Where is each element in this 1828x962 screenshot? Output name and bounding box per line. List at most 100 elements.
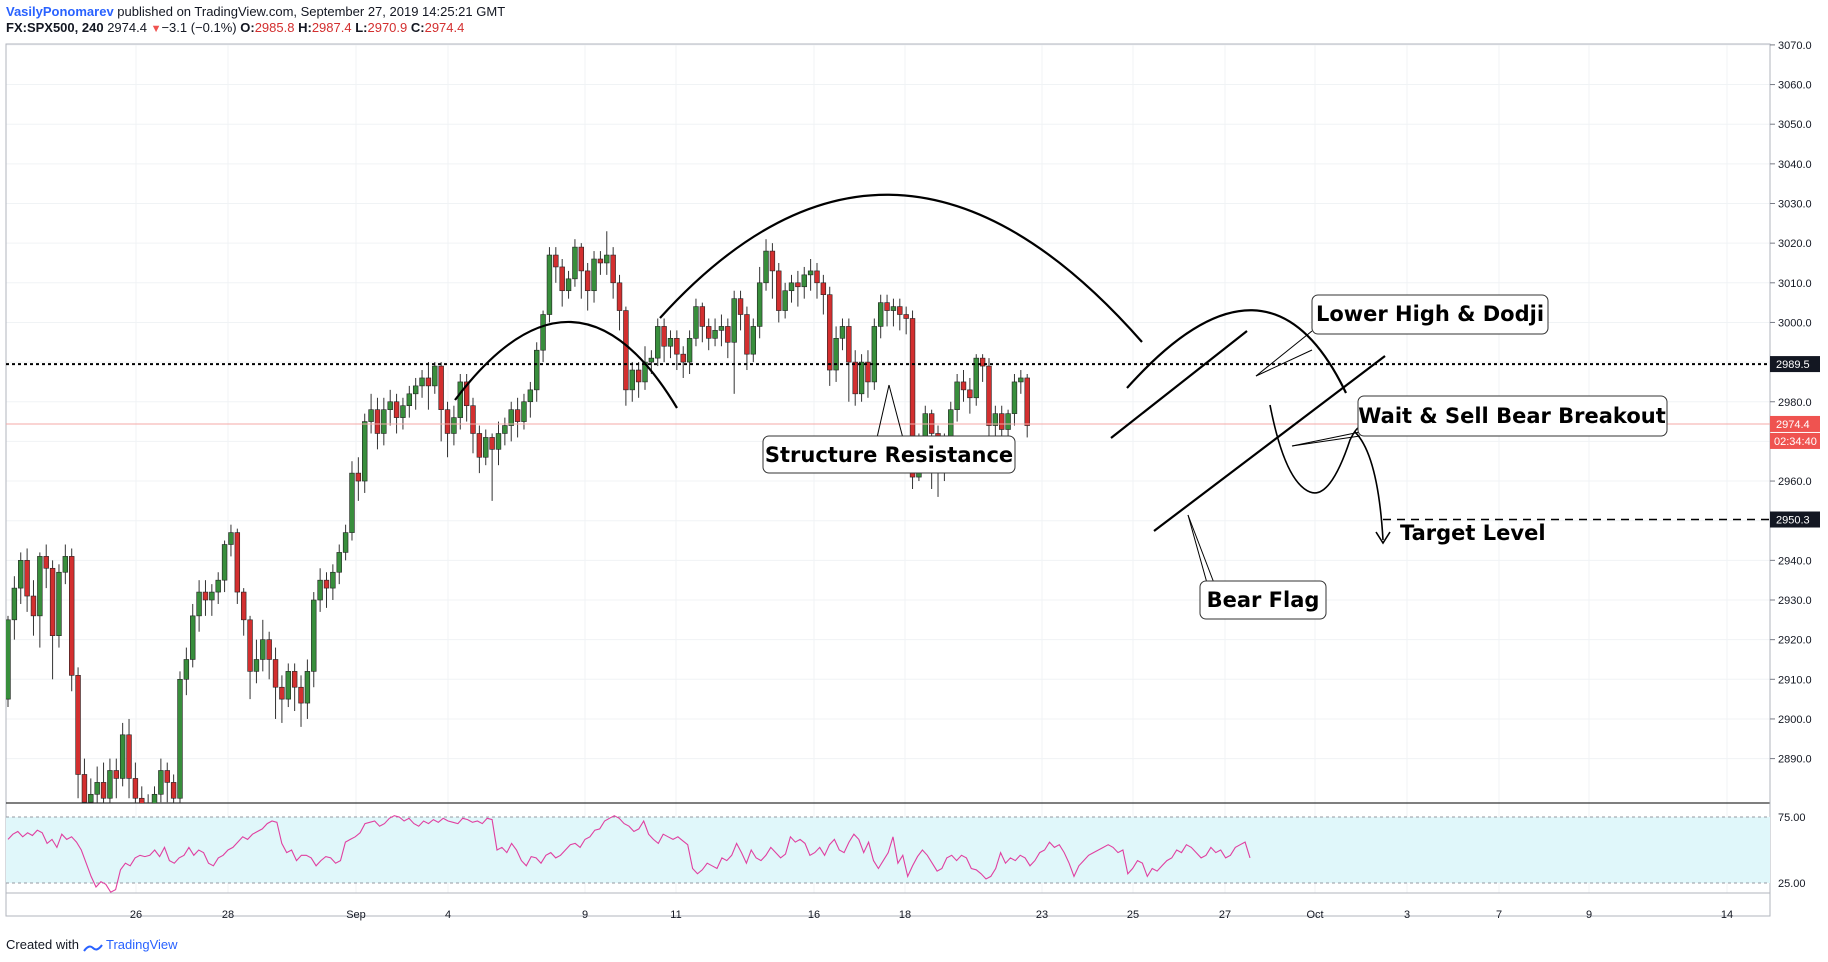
- candle-body: [81, 774, 88, 803]
- candle-body: [776, 270, 782, 311]
- price-tick-label: 2900.0: [1778, 714, 1812, 726]
- candle: [655, 318, 661, 367]
- rsi-band: [6, 817, 1770, 883]
- candle: [610, 247, 616, 299]
- candle-body: [342, 532, 349, 553]
- low-label: L:: [355, 20, 368, 35]
- candle-body: [94, 782, 100, 795]
- candle: [705, 318, 712, 351]
- candle: [737, 290, 744, 331]
- candle-body: [247, 619, 253, 672]
- candle: [43, 544, 49, 589]
- candle-body: [234, 532, 241, 593]
- candle: [584, 262, 591, 311]
- candle: [30, 580, 37, 636]
- candle-body: [578, 246, 585, 272]
- candle: [540, 310, 546, 363]
- candle-body: [807, 270, 814, 276]
- candle-body: [858, 361, 865, 395]
- structure-resistance-tag: [1770, 356, 1820, 373]
- candle: [553, 247, 559, 283]
- candle-body: [559, 266, 565, 292]
- candle: [400, 397, 406, 430]
- tradingview-link[interactable]: TradingView: [106, 937, 178, 952]
- candle-body: [502, 425, 508, 434]
- candle-body: [56, 571, 62, 636]
- candle-body: [705, 326, 712, 339]
- dodji-pointer-top: [1255, 330, 1313, 377]
- price-tick-label: 3030.0: [1778, 199, 1812, 211]
- candle: [470, 397, 476, 454]
- candle: [546, 247, 553, 323]
- price-tick-label: 2910.0: [1778, 674, 1812, 686]
- candle: [94, 766, 100, 803]
- candle: [234, 528, 241, 604]
- candle: [750, 318, 756, 363]
- candle-body: [635, 369, 642, 383]
- author-link[interactable]: VasilyPonomarev: [6, 4, 114, 19]
- candle: [897, 298, 903, 331]
- candle: [387, 389, 393, 426]
- candle: [495, 421, 502, 466]
- time-tick-label: 9: [1586, 909, 1592, 921]
- candle: [782, 282, 788, 319]
- candle: [444, 401, 451, 458]
- candle-body: [610, 254, 616, 284]
- candle: [623, 306, 629, 406]
- price-tick-label: 2930.0: [1778, 595, 1812, 607]
- time-tick-label: Sep: [346, 909, 366, 921]
- candle: [100, 762, 107, 803]
- candle: [559, 259, 565, 307]
- candle: [661, 318, 667, 363]
- candle: [960, 370, 967, 402]
- candle: [56, 564, 62, 648]
- resistance-pointer-right: [888, 384, 905, 443]
- candle-body: [992, 413, 999, 426]
- candles-group: [6, 231, 1030, 814]
- candle: [119, 722, 126, 787]
- time-tick-label: 16: [808, 909, 820, 921]
- candle-body: [750, 326, 756, 355]
- candle: [483, 429, 489, 466]
- candle-body: [667, 338, 674, 347]
- candle: [979, 354, 986, 382]
- candle-body: [584, 270, 591, 292]
- candle-body: [139, 797, 145, 803]
- candle: [846, 318, 852, 402]
- candle: [438, 362, 444, 442]
- candle: [362, 413, 368, 493]
- drawings-group: [454, 193, 1391, 584]
- candle: [788, 274, 795, 303]
- candle-body: [406, 393, 413, 407]
- candle-body: [903, 314, 909, 319]
- symbol-label[interactable]: FX:SPX500, 240: [6, 20, 104, 35]
- open-value: 2985.8: [254, 20, 295, 35]
- candle: [1018, 370, 1024, 394]
- candle: [514, 397, 521, 438]
- change-down-icon: ▼: [150, 23, 162, 35]
- candle-body: [37, 556, 43, 617]
- candle-body: [146, 806, 151, 814]
- candle: [49, 560, 56, 680]
- candle: [629, 362, 635, 402]
- candle-body: [177, 678, 183, 799]
- target-level-tag-label: 2950.3: [1776, 515, 1810, 527]
- projected-path-curve: [1269, 404, 1363, 494]
- candle-body: [374, 409, 381, 434]
- candle-body: [756, 282, 763, 327]
- price-tick-label: 2960.0: [1778, 476, 1812, 488]
- candle-body: [534, 349, 540, 391]
- candle: [6, 615, 11, 708]
- candle-body: [884, 302, 890, 311]
- candle-body: [349, 472, 355, 533]
- last-price-tag: [1770, 415, 1820, 432]
- candle: [285, 663, 291, 708]
- candle: [88, 778, 94, 803]
- price-tick-label: 2890.0: [1778, 754, 1812, 766]
- candle: [578, 243, 585, 299]
- publish-info: published on TradingView.com, September …: [117, 4, 506, 19]
- candle-body: [311, 599, 317, 672]
- candle: [693, 298, 699, 347]
- price-tick-label: 2940.0: [1778, 555, 1812, 567]
